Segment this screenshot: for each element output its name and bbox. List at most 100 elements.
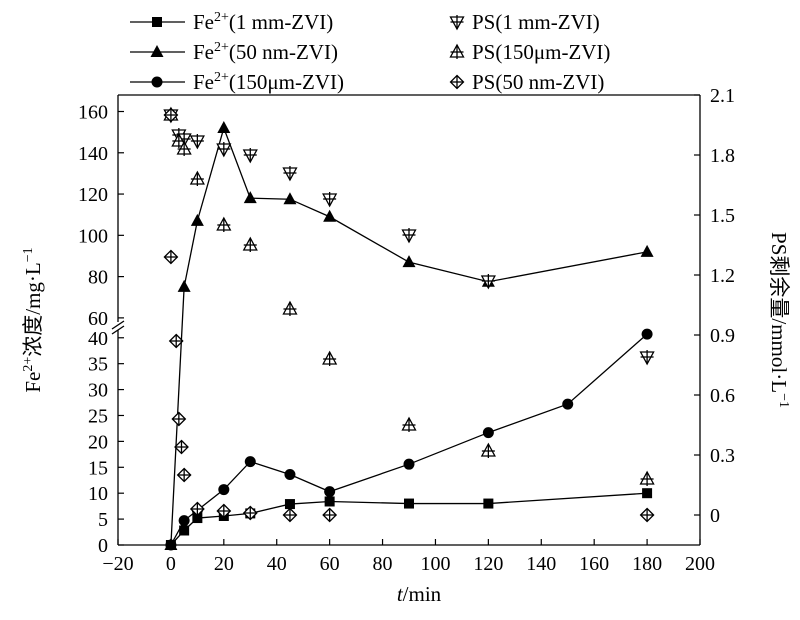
data-point-ps_50nm: [163, 107, 179, 123]
data-point-ps_150um: [639, 470, 655, 486]
legend-label: Fe2+(1 mm-ZVI): [193, 10, 333, 34]
marker-circle: [151, 76, 163, 88]
y-right-axis-label: PS剩余量/mmol·L−1: [767, 232, 791, 408]
data-point-fe_150um: [641, 328, 653, 340]
data-point-ps_1mm: [216, 142, 232, 158]
x-tick-label: 40: [267, 553, 287, 575]
x-tick-label: 160: [579, 553, 609, 575]
legend-label: PS(1 mm-ZVI): [472, 10, 600, 34]
data-point-ps_150um: [216, 216, 232, 232]
legend-marker: [449, 74, 465, 90]
legend-marker: [449, 15, 465, 31]
legend-item-ps_150um: PS(150μm-ZVI): [449, 40, 610, 64]
data-point-ps_150um: [401, 416, 417, 432]
y-left-tick-label: 120: [78, 184, 108, 206]
y-right-tick-label: 0.3: [710, 445, 735, 467]
legend-label: PS(50 nm-ZVI): [472, 70, 604, 94]
data-point-ps_50nm: [163, 249, 179, 265]
y-right-ticks: 0 0.3 0.6 0.9 1.2 1.5 1.8 2.1: [694, 85, 735, 527]
axis-break-mark: [111, 320, 125, 330]
y-left-tick-label: 160: [78, 102, 108, 124]
y-left-label-sup: 2+: [21, 357, 36, 372]
series-line-fe_50nm: [170, 125, 648, 546]
y-left-label-main: Fe: [21, 372, 45, 393]
data-point-ps_1mm: [480, 274, 496, 290]
data-point-fe_150um: [218, 484, 230, 496]
y-left-tick-label: 5: [98, 509, 108, 531]
data-point-fe_1mm: [284, 499, 295, 510]
legend-label-main: PS: [472, 70, 495, 94]
data-point-ps_50nm: [174, 439, 189, 455]
y-left-label-rest: 浓度/mg·L: [21, 262, 45, 357]
legend-item-fe_50nm: Fe2+(50 nm-ZVI): [130, 40, 338, 64]
legend-label-sup: 2+: [214, 10, 229, 25]
y-left-tick-label: 40: [88, 328, 108, 350]
series-fe_150um: [165, 328, 653, 551]
data-point-fe_50nm: [640, 244, 654, 257]
legend-label-main: PS: [472, 40, 495, 64]
legend-marker: [449, 43, 465, 59]
series-line-fe_150um: [170, 333, 648, 546]
y-left-tick-label: 100: [78, 225, 108, 247]
data-point-ps_150um: [176, 140, 192, 156]
marker-triangle: [243, 191, 257, 204]
series-line-fe_1mm: [170, 492, 648, 546]
data-point-fe_1mm: [483, 498, 494, 509]
legend-label-rest: (150μm-ZVI): [229, 70, 344, 94]
data-point-fe_50nm: [402, 255, 416, 268]
series-ps_50nm: [163, 107, 655, 523]
x-axis-label-unit: /min: [403, 582, 442, 606]
legend-label-main: Fe: [193, 10, 214, 34]
x-axis-label: t/min: [397, 582, 442, 606]
data-point-ps_1mm: [242, 148, 258, 164]
data-point-fe_1mm: [179, 525, 190, 536]
y-right-tick-label: 1.8: [710, 145, 735, 167]
data-point-ps_50nm: [639, 507, 655, 523]
x-tick-label: 120: [473, 553, 503, 575]
y-left-tick-label: 80: [88, 267, 108, 289]
data-point-fe_150um: [178, 515, 190, 527]
data-point-ps_150um: [189, 170, 205, 186]
data-point-fe_150um: [165, 539, 177, 551]
marker-circle: [218, 484, 230, 496]
data-point-fe_50nm: [217, 121, 231, 134]
y-left-tick-label: 0: [98, 535, 108, 557]
legend-label: PS(150μm-ZVI): [472, 40, 610, 64]
data-point-fe_50nm: [283, 192, 297, 205]
y-right-tick-label: 0.6: [710, 385, 735, 407]
data-point-fe_150um: [324, 486, 336, 498]
marker-triangle: [323, 209, 337, 222]
data-point-ps_1mm: [322, 192, 338, 208]
y-left-tick-label: 15: [88, 457, 108, 479]
series-fe_50nm: [164, 121, 654, 550]
y-left-tick-label: 25: [88, 405, 108, 427]
data-point-fe_1mm: [404, 498, 414, 509]
series-ps_1mm: [163, 108, 655, 366]
legend-marker: [151, 76, 163, 88]
data-point-ps_1mm: [189, 134, 205, 150]
plot-frame: [111, 94, 701, 546]
data-point-ps_50nm: [189, 501, 205, 517]
data-point-ps_150um: [282, 300, 298, 316]
marker-circle: [165, 539, 177, 551]
axis-break-mark: [111, 325, 125, 335]
x-tick-label: 80: [373, 553, 393, 575]
data-point-ps_50nm: [322, 507, 338, 523]
y-right-label-main: PS剩余量/mmol·L: [767, 232, 791, 393]
legend-label-main: Fe: [193, 40, 214, 64]
marker-square: [179, 525, 190, 536]
legend-item-fe_150um: Fe2+(150μm-ZVI): [130, 70, 344, 94]
data-point-ps_150um: [171, 132, 187, 148]
y-right-label-exp: −1: [776, 393, 791, 408]
legend-marker: [150, 45, 164, 57]
y-left-label-exp: −1: [21, 247, 36, 262]
marker-circle: [482, 427, 494, 439]
legend-label-main: Fe: [193, 70, 214, 94]
x-tick-label: 180: [632, 553, 662, 575]
data-point-ps_1mm: [401, 228, 417, 244]
y-left-tick-label: 60: [88, 308, 108, 330]
x-axis-label-var: t: [397, 582, 404, 606]
x-tick-label: 200: [685, 553, 715, 575]
